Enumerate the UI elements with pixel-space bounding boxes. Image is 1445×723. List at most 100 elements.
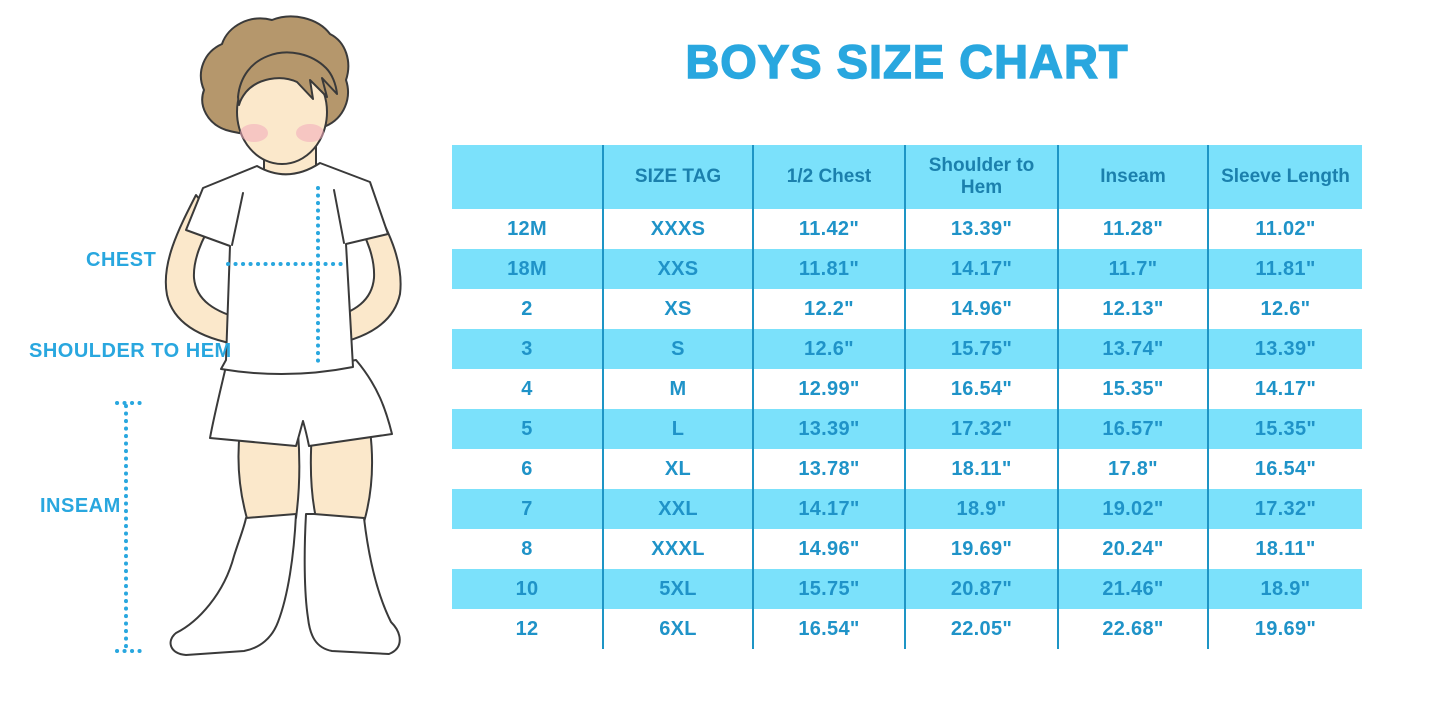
column-header: Shoulder to Hem	[904, 145, 1058, 209]
table-row: 2 XS 12.2" 14.96" 12.13" 12.6"	[452, 289, 1362, 329]
table-row: 18M XXS 11.81" 14.17" 11.7" 11.81"	[452, 249, 1362, 289]
t-shirt	[185, 162, 389, 375]
table-cell: 20.24"	[1057, 529, 1208, 569]
table-header-row: SIZE TAG 1/2 Chest Shoulder to Hem Inseam Sl…	[452, 145, 1362, 209]
table-row: 5 L 13.39" 17.32" 16.57" 15.35"	[452, 409, 1362, 449]
table-cell: 20.87"	[904, 569, 1058, 609]
table-cell: 11.81"	[752, 249, 905, 289]
table-cell: 14.17"	[1207, 369, 1362, 409]
table-cell: 14.17"	[904, 249, 1058, 289]
table-cell: 16.54"	[752, 609, 905, 649]
measurement-label-shoulder-to-hem: SHOULDER TO HEM	[29, 340, 232, 362]
table-cell: 16.57"	[1057, 409, 1208, 449]
table-cell: 15.35"	[1207, 409, 1362, 449]
row-label: 10	[515, 577, 539, 600]
table-cell: 17.32"	[1207, 489, 1362, 529]
column-header	[452, 145, 603, 209]
shorts	[209, 359, 393, 447]
table-row: 10 5XL 15.75" 20.87" 21.46" 18.9"	[452, 569, 1362, 609]
table-cell: 14.96"	[904, 289, 1058, 329]
table-cell: 18.9"	[1207, 569, 1362, 609]
table-row: 6 XL 13.78" 18.11" 17.8" 16.54"	[452, 449, 1362, 489]
table-cell: 12.13"	[1057, 289, 1208, 329]
table-row: 12M XXXS 11.42" 13.39" 11.28" 11.02"	[452, 209, 1362, 249]
table-cell: 22.68"	[1057, 609, 1208, 649]
measurement-label-inseam: INSEAM	[40, 495, 121, 517]
table-cell: 11.02"	[1207, 209, 1362, 249]
row-label: 2	[521, 297, 533, 320]
size-table: SIZE TAG 1/2 Chest Shoulder to Hem Inseam Sl…	[452, 145, 1362, 649]
table-cell: 6XL	[602, 609, 753, 649]
table-cell: 17.8"	[1057, 449, 1208, 489]
table-cell: XXL	[602, 489, 753, 529]
measurement-label-chest: CHEST	[86, 249, 157, 271]
row-label: 8	[521, 537, 533, 560]
table-cell: 18.11"	[1207, 529, 1362, 569]
left-sleeve-seam	[231, 192, 244, 246]
right-sock	[303, 513, 401, 655]
table-row: 12 6XL 16.54" 22.05" 22.68" 19.69"	[452, 609, 1362, 649]
table-cell: 19.69"	[1207, 609, 1362, 649]
table-cell: 21.46"	[1057, 569, 1208, 609]
table-cell: 15.75"	[752, 569, 905, 609]
table-cell: 16.54"	[1207, 449, 1362, 489]
boy-figure-illustration: CHEST SHOULDER TO HEM INSEAM	[0, 0, 460, 723]
table-row: 7 XXL 14.17" 18.9" 19.02" 17.32"	[452, 489, 1362, 529]
table-cell: 11.7"	[1057, 249, 1208, 289]
right-sleeve-seam	[333, 189, 345, 244]
table-row: 8 XXXL 14.96" 19.69" 20.24" 18.11"	[452, 529, 1362, 569]
table-cell: 13.74"	[1057, 329, 1208, 369]
table-cell: XS	[602, 289, 753, 329]
table-body: 12M XXXS 11.42" 13.39" 11.28" 11.02" 18M XXS 11.…	[452, 209, 1362, 649]
table-cell: 11.42"	[752, 209, 905, 249]
table-cell: 11.81"	[1207, 249, 1362, 289]
table-cell: 17.32"	[904, 409, 1058, 449]
table-row: 4 M 12.99" 16.54" 15.35" 14.17"	[452, 369, 1362, 409]
table-cell: 18.11"	[904, 449, 1058, 489]
left-sock	[169, 513, 297, 656]
row-label: 12	[515, 617, 539, 640]
table-cell: 19.69"	[904, 529, 1058, 569]
table-cell: 12.2"	[752, 289, 905, 329]
row-label: 12M	[507, 217, 547, 240]
left-cheek-blush	[240, 124, 268, 142]
table-cell: 18.9"	[904, 489, 1058, 529]
column-header: SIZE TAG	[602, 145, 753, 209]
table-cell: 15.75"	[904, 329, 1058, 369]
table-cell: M	[602, 369, 753, 409]
column-header: Sleeve Length	[1207, 145, 1362, 209]
row-label: 3	[521, 337, 533, 360]
table-cell: 14.17"	[752, 489, 905, 529]
row-label: 18M	[507, 257, 547, 280]
table-cell: 12.99"	[752, 369, 905, 409]
table-cell: XXXL	[602, 529, 753, 569]
table-cell: 16.54"	[904, 369, 1058, 409]
table-cell: 5XL	[602, 569, 753, 609]
table-cell: L	[602, 409, 753, 449]
table-cell: XXS	[602, 249, 753, 289]
table-cell: 14.96"	[752, 529, 905, 569]
table-cell: 12.6"	[1207, 289, 1362, 329]
row-label: 7	[521, 497, 533, 520]
right-cheek-blush	[296, 124, 324, 142]
table-row: 3 S 12.6" 15.75" 13.74" 13.39"	[452, 329, 1362, 369]
table-cell: 19.02"	[1057, 489, 1208, 529]
page-title: BOYS SIZE CHART	[685, 34, 1129, 88]
hair-fringe	[237, 51, 338, 106]
table-cell: XXXS	[602, 209, 753, 249]
table-cell: 15.35"	[1057, 369, 1208, 409]
table-cell: 11.28"	[1057, 209, 1208, 249]
table-cell: XL	[602, 449, 753, 489]
row-label: 6	[521, 457, 533, 480]
table-cell: 13.78"	[752, 449, 905, 489]
table-cell: 13.39"	[904, 209, 1058, 249]
column-header: 1/2 Chest	[752, 145, 905, 209]
column-header: Inseam	[1057, 145, 1208, 209]
table-cell: 22.05"	[904, 609, 1058, 649]
table-cell: 13.39"	[1207, 329, 1362, 369]
table-cell: 12.6"	[752, 329, 905, 369]
table-cell: S	[602, 329, 753, 369]
row-label: 5	[521, 417, 533, 440]
table-cell: 13.39"	[752, 409, 905, 449]
